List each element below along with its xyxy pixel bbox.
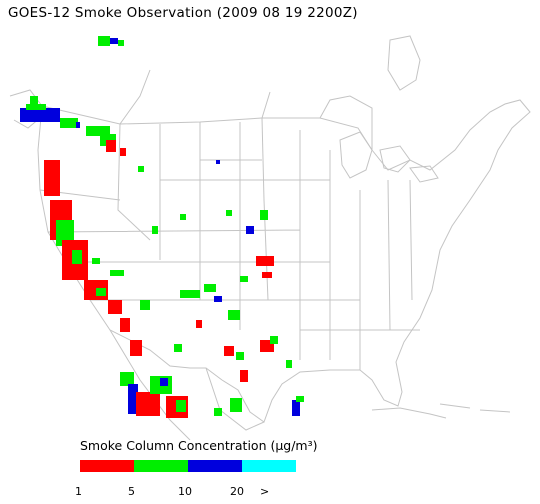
- smoke-patch: [204, 284, 216, 292]
- legend-bin-1: [80, 460, 134, 472]
- smoke-patch: [130, 340, 142, 356]
- smoke-patch: [108, 300, 122, 314]
- smoke-patch: [270, 336, 278, 344]
- smoke-patch: [174, 344, 182, 352]
- smoke-patch: [240, 370, 248, 382]
- smoke-patch: [110, 38, 118, 44]
- legend-bin-4: [242, 460, 296, 472]
- smoke-patch: [140, 300, 150, 310]
- smoke-patch: [246, 226, 254, 234]
- smoke-patch: [44, 160, 60, 196]
- legend-tick-gt: >: [260, 485, 270, 498]
- smoke-patch: [110, 270, 124, 276]
- smoke-patches: [20, 36, 304, 418]
- smoke-patch: [76, 122, 80, 128]
- smoke-patch: [160, 378, 168, 386]
- smoke-patch: [262, 272, 272, 278]
- legend-tick-1: 1: [75, 485, 82, 498]
- smoke-patch: [236, 352, 244, 360]
- smoke-patch: [120, 318, 130, 332]
- smoke-patch: [214, 296, 222, 302]
- smoke-patch: [240, 276, 248, 282]
- legend-tick-10: 10: [178, 485, 192, 498]
- smoke-patch: [120, 148, 126, 156]
- smoke-patch: [226, 210, 232, 216]
- smoke-patch: [228, 310, 240, 320]
- smoke-patch: [120, 372, 134, 386]
- smoke-patch: [214, 408, 222, 416]
- legend-tick-20: 20: [230, 485, 244, 498]
- smoke-patch: [176, 400, 186, 412]
- smoke-patch: [138, 166, 144, 172]
- smoke-patch: [260, 210, 268, 220]
- legend-tick-5: 5: [128, 485, 135, 498]
- smoke-patch: [56, 220, 74, 246]
- smoke-patch: [60, 118, 78, 128]
- legend-color-bar: [80, 460, 296, 472]
- smoke-patch: [230, 398, 242, 412]
- smoke-patch: [224, 346, 234, 356]
- smoke-patch: [286, 360, 292, 368]
- smoke-patch: [30, 96, 38, 106]
- smoke-patch: [292, 400, 300, 416]
- legend-bin-3: [188, 460, 242, 472]
- smoke-patch: [296, 396, 304, 402]
- smoke-patch: [106, 140, 116, 152]
- smoke-patch: [72, 250, 82, 264]
- smoke-patch: [118, 40, 124, 46]
- smoke-patch: [26, 104, 46, 110]
- smoke-patch: [256, 256, 274, 266]
- legend-bin-2: [134, 460, 188, 472]
- smoke-patch: [92, 258, 100, 264]
- smoke-patch: [96, 288, 106, 296]
- smoke-patch: [86, 126, 110, 136]
- smoke-patch: [152, 226, 158, 234]
- legend-title: Smoke Column Concentration (μg/m³): [80, 438, 318, 453]
- smoke-patch: [216, 160, 220, 164]
- map-title: GOES-12 Smoke Observation (2009 08 19 22…: [8, 5, 358, 21]
- smoke-patch: [196, 320, 202, 328]
- smoke-patch: [180, 290, 200, 298]
- smoke-patch: [136, 392, 160, 416]
- smoke-patch: [20, 108, 60, 122]
- smoke-patch: [180, 214, 186, 220]
- basemap-outlines: [9, 35, 531, 441]
- smoke-patch: [98, 36, 110, 46]
- smoke-patch: [128, 384, 138, 414]
